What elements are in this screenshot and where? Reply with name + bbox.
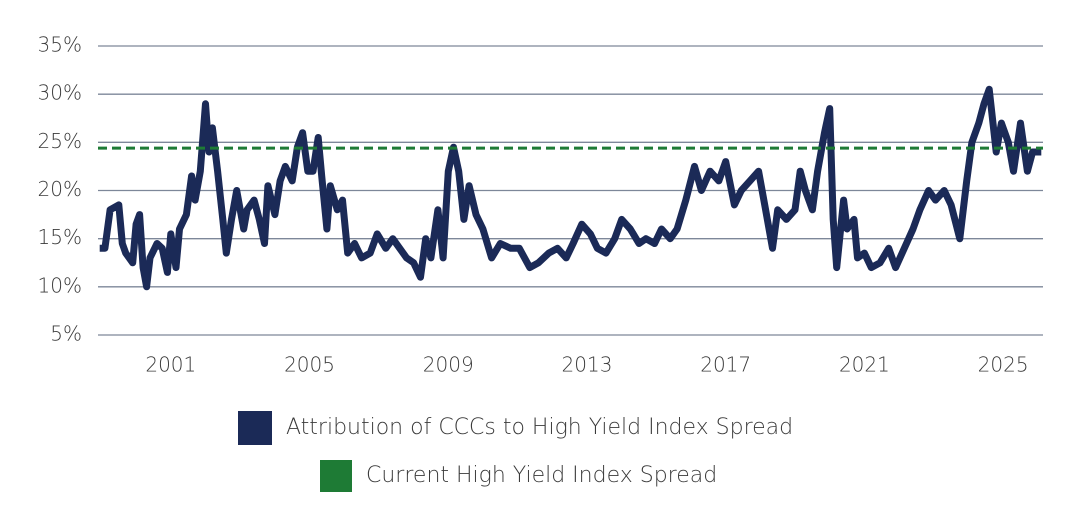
y-tick-label: 30% — [38, 81, 82, 105]
y-tick-label: 15% — [38, 225, 82, 249]
series-line — [99, 85, 1042, 291]
y-tick-label: 10% — [38, 273, 82, 297]
y-tick-label: 35% — [38, 33, 82, 57]
x-tick-label: 2017 — [700, 353, 751, 377]
y-tick-label: 5% — [50, 322, 82, 346]
x-tick-label: 2005 — [284, 353, 335, 377]
y-tick-label: 25% — [38, 129, 82, 153]
x-tick-label: 2001 — [145, 353, 196, 377]
legend-swatch — [320, 460, 352, 492]
y-tick-label: 20% — [38, 177, 82, 201]
x-tick-label: 2021 — [839, 353, 890, 377]
x-tick-label: 2013 — [562, 353, 613, 377]
legend-label: Current High Yield Index Spread — [366, 463, 717, 488]
legend-swatch — [238, 411, 272, 445]
x-tick-label: 2025 — [978, 353, 1029, 377]
legend-label: Attribution of CCCs to High Yield Index … — [286, 415, 793, 440]
x-tick-label: 2009 — [423, 353, 474, 377]
